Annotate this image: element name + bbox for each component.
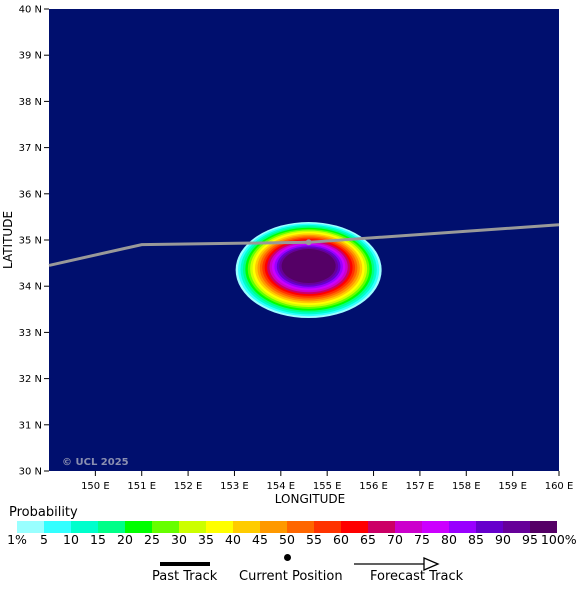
probability-scale-labels: 1% 5 10 15 20 25 30 35 40 45 50 55 60 65 70 75 80 85 90 95 1… (0, 532, 580, 548)
y-tick-label: 32 N (19, 374, 42, 385)
current-position-marker (305, 239, 312, 246)
axis-ticks: 150 E 151 E 152 E 153 E 154 E 155 E 156 E 157 E… (19, 5, 574, 493)
x-tick-label: 158 E (452, 481, 481, 492)
scale-swatch (395, 521, 422, 533)
storm-track (48, 223, 560, 267)
x-tick-label: 160 E (545, 481, 574, 492)
scale-label: 35 (198, 532, 214, 547)
scale-swatch (260, 521, 287, 533)
scale-label: 80 (441, 532, 457, 547)
scale-label: 90 (495, 532, 511, 547)
scale-label: 85 (468, 532, 484, 547)
scale-swatch (503, 521, 530, 533)
x-tick-label: 153 E (220, 481, 249, 492)
scale-swatch (152, 521, 179, 533)
scale-label: 25 (144, 532, 160, 547)
scale-swatch (179, 521, 206, 533)
y-tick-label: 38 N (19, 97, 42, 108)
legend-title: Probability (9, 505, 78, 520)
scale-label: 95 (522, 532, 538, 547)
scale-label: 60 (333, 532, 349, 547)
x-tick-label: 156 E (359, 481, 388, 492)
current-position-dot-icon (284, 554, 291, 561)
scale-swatch (287, 521, 314, 533)
x-tick-label: 151 E (127, 481, 156, 492)
y-tick-label: 37 N (19, 143, 42, 154)
x-tick-label: 152 E (174, 481, 203, 492)
scale-label: 50 (279, 532, 295, 547)
track-line (48, 223, 560, 267)
current-position-label: Current Position (239, 569, 343, 584)
scale-swatch (98, 521, 125, 533)
y-tick-label: 31 N (19, 420, 42, 431)
y-tick-label: 30 N (19, 467, 42, 478)
x-tick-label: 154 E (267, 481, 296, 492)
scale-swatch (476, 521, 503, 533)
y-tick-label: 35 N (19, 236, 42, 247)
scale-swatch (449, 521, 476, 533)
past-track-swatch (160, 562, 210, 566)
scale-label: 70 (387, 532, 403, 547)
scale-swatch (44, 521, 71, 533)
y-tick-label: 40 N (19, 5, 42, 16)
y-tick-label: 33 N (19, 328, 42, 339)
x-tick-label: 159 E (498, 481, 527, 492)
forecast-arrow-icon (354, 557, 440, 571)
contour-band-95 (281, 249, 336, 284)
scale-swatch (341, 521, 368, 533)
copyright-label: © UCL 2025 (62, 457, 129, 468)
probability-contours (235, 222, 382, 319)
x-tick-label: 150 E (81, 481, 110, 492)
forecast-track-label: Forecast Track (370, 569, 464, 584)
scale-label: 1% (7, 532, 27, 547)
scale-label: 75 (414, 532, 430, 547)
y-axis-title: LATITUDE (1, 211, 15, 269)
probability-map: 150 E 151 E 152 E 153 E 154 E 155 E 156 E 157 E… (1, 5, 574, 507)
scale-label: 10 (63, 532, 79, 547)
scale-label: 40 (225, 532, 241, 547)
scale-swatch (530, 521, 557, 533)
scale-swatch (368, 521, 395, 533)
scale-swatch (422, 521, 449, 533)
scale-label: 100% (540, 532, 577, 547)
scale-label: 5 (40, 532, 48, 547)
y-tick-label: 39 N (19, 51, 42, 62)
probability-color-scale (17, 521, 557, 533)
scale-swatch (125, 521, 152, 533)
scale-label: 15 (90, 532, 106, 547)
scale-label: 55 (306, 532, 322, 547)
scale-label: 20 (117, 532, 133, 547)
x-axis-title: LONGITUDE (275, 492, 345, 506)
scale-swatch (206, 521, 233, 533)
past-track-label: Past Track (152, 569, 218, 584)
scale-swatch (17, 521, 44, 533)
scale-swatch (233, 521, 260, 533)
x-tick-label: 157 E (406, 481, 435, 492)
scale-swatch (314, 521, 341, 533)
scale-label: 45 (252, 532, 268, 547)
scale-swatch (71, 521, 98, 533)
scale-label: 65 (360, 532, 376, 547)
x-tick-label: 155 E (313, 481, 342, 492)
y-tick-label: 34 N (19, 282, 42, 293)
scale-label: 30 (171, 532, 187, 547)
y-tick-label: 36 N (19, 189, 42, 200)
